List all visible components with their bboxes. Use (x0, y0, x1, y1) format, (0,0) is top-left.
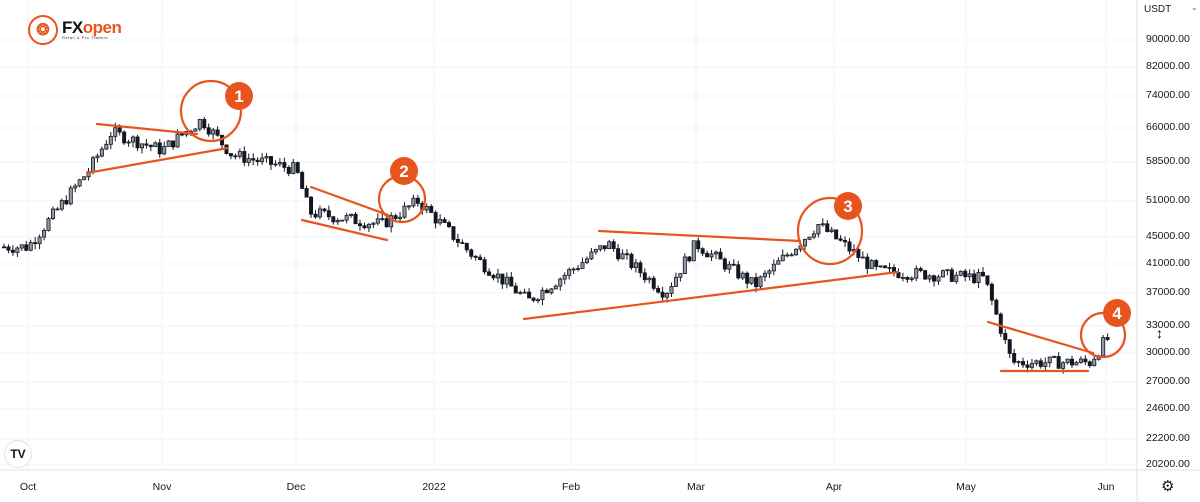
time-label: Mar (686, 481, 706, 493)
badge-1: 1 (225, 82, 253, 110)
number-badges: 1 2 3 4 (225, 82, 1131, 327)
time-label: Feb (561, 481, 581, 493)
price-label: 33000.00 (1146, 319, 1190, 331)
price-label: 24600.00 (1146, 402, 1190, 414)
trendline-1-upper[interactable] (95, 122, 199, 136)
price-label: 37000.00 (1146, 286, 1190, 298)
price-label: 66000.00 (1146, 121, 1190, 133)
trendline-1-lower[interactable] (85, 146, 230, 175)
time-label: Jun (1097, 481, 1115, 493)
highlight-circle-1[interactable] (179, 79, 243, 143)
svg-text:2: 2 (399, 162, 408, 181)
price-label: 74000.00 (1146, 89, 1190, 101)
badge-4: 4 (1103, 299, 1131, 327)
time-label: Nov (152, 481, 172, 493)
price-label: 27000.00 (1146, 375, 1190, 387)
chart-grid (0, 0, 1137, 470)
logo-text: FXopen (62, 17, 122, 37)
fxopen-logo: ❂ FXopen Retail & Pro Traders (28, 15, 122, 45)
time-label: Oct (19, 481, 37, 493)
svg-text:3: 3 (843, 197, 852, 216)
badge-3: 3 (834, 192, 862, 220)
price-label: 20200.00 (1146, 458, 1190, 470)
trendline-4-upper[interactable] (986, 320, 1095, 355)
price-label: 82000.00 (1146, 60, 1190, 72)
trendline-drawings[interactable] (85, 79, 1127, 373)
dragon-logo-icon: ❂ (28, 15, 58, 45)
time-label: May (956, 481, 976, 493)
resize-cursor-icon: ↕ (1156, 325, 1163, 341)
trendline-2-lower[interactable] (300, 218, 389, 242)
badge-2: 2 (390, 157, 418, 185)
currency-selector[interactable]: USDT (1144, 4, 1172, 15)
tv-logo-text: TV (10, 447, 26, 461)
price-label: 90000.00 (1146, 33, 1190, 45)
price-label: 51000.00 (1146, 194, 1190, 206)
price-label: 45000.00 (1146, 230, 1190, 242)
logo-subtitle: Retail & Pro Traders (62, 34, 109, 40)
trendline-2-upper[interactable] (309, 185, 390, 217)
price-label: 22200.00 (1146, 432, 1190, 444)
price-label: 41000.00 (1146, 257, 1190, 269)
time-label: Apr (825, 481, 843, 493)
tradingview-logo-icon[interactable]: TV (4, 440, 32, 468)
chevron-down-icon[interactable]: ⌄ (1191, 3, 1198, 12)
time-label: 2022 (422, 481, 446, 493)
time-label: Dec (286, 481, 306, 493)
price-label: 30000.00 (1146, 346, 1190, 358)
highlight-circle-3[interactable] (796, 196, 864, 266)
trendline-3-upper[interactable] (597, 229, 802, 243)
candles (2, 116, 1110, 374)
svg-text:1: 1 (234, 87, 243, 106)
svg-text:4: 4 (1112, 304, 1122, 323)
price-label: 58500.00 (1146, 155, 1190, 167)
gear-icon[interactable]: ⚙ (1161, 478, 1175, 495)
trendline-3-lower[interactable] (522, 270, 900, 321)
